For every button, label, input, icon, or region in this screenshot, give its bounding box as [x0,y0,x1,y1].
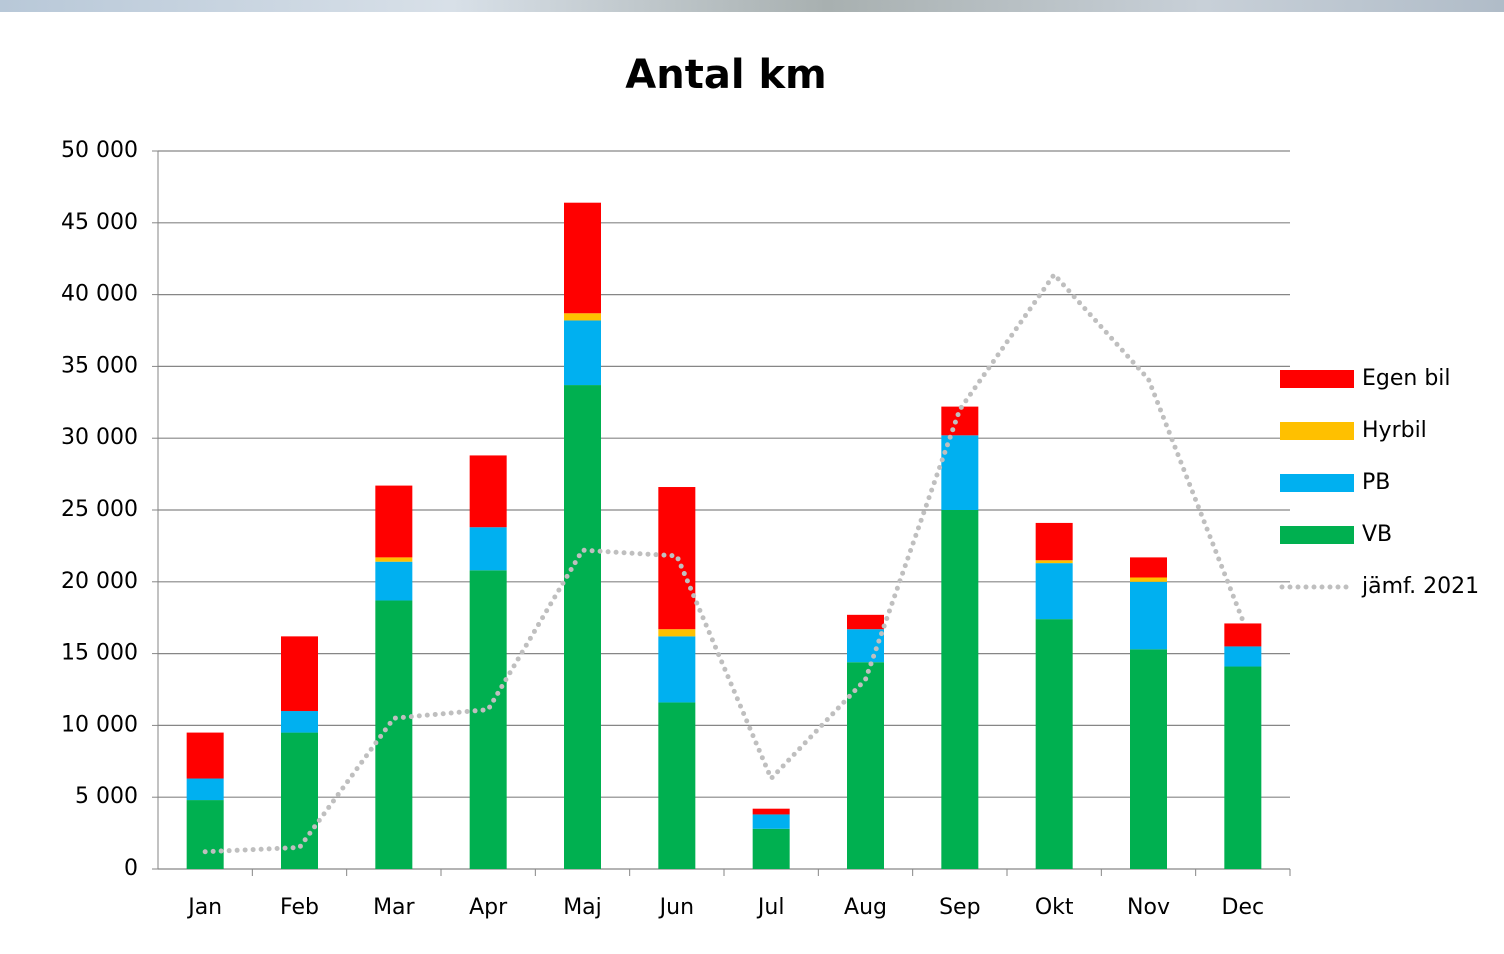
x-tick-label: Okt [1035,895,1074,920]
chart-title: Antal km [625,52,826,98]
y-tick-label: 10 000 [61,712,138,737]
bar-segment [564,313,601,320]
bar-segment [1036,619,1073,869]
y-tick-label: 50 000 [61,138,138,163]
x-tick-label: Dec [1222,895,1265,920]
legend-label: Hyrbil [1362,418,1427,443]
legend-label: PB [1362,470,1390,495]
bar-segment [847,615,884,629]
legend-swatch [1280,370,1354,388]
bar-segment [1224,623,1261,646]
bar-segment [564,203,601,314]
bar-segment [281,711,318,733]
y-tick-label: 5 000 [75,784,138,809]
bar-segment [375,562,412,601]
bar-segment [753,814,790,828]
bar-segment [1036,560,1073,563]
x-tick-label: Jun [658,895,694,920]
bar-segment [847,662,884,869]
bar-segment [658,636,695,702]
bar-segment [753,829,790,869]
bar-segment [658,629,695,636]
bar-segment [470,570,507,869]
x-tick-label: Mar [373,895,415,920]
x-tick-label: Maj [563,895,602,920]
bar-segment [1130,582,1167,649]
bar-segment [187,800,224,869]
y-tick-label: 0 [124,856,138,881]
x-tick-label: Aug [844,895,887,920]
y-tick-label: 35 000 [61,353,138,378]
bar-segment [375,557,412,561]
y-tick-label: 20 000 [61,569,138,594]
page: {"chart_data": {"type": "stacked-bar", "… [0,0,1504,950]
x-tick-label: Nov [1127,895,1170,920]
bar-segment [1130,649,1167,869]
legend-swatch [1280,422,1354,440]
bar-segment [1224,667,1261,869]
y-tick-label: 30 000 [61,425,138,450]
legend-label: jämf. 2021 [1361,574,1479,599]
bar-segment [941,510,978,869]
y-tick-label: 45 000 [61,210,138,235]
bar-segment [1036,523,1073,560]
bar-segment [753,809,790,815]
bar-segment [187,779,224,801]
bar-segment [375,486,412,558]
bar-segment [470,527,507,570]
y-tick-label: 25 000 [61,497,138,522]
bar-segment [1130,557,1167,577]
legend-swatch [1280,526,1354,544]
bar-segment [658,702,695,869]
legend-label: Egen bil [1362,366,1451,391]
bar-segment [1224,646,1261,666]
chart: Antal km 0 5 000 10 000 15 000 20 000 25 000 3… [0,0,1504,950]
bar-segment [187,733,224,779]
bar-segment [564,320,601,385]
bar-segment [470,455,507,527]
x-tick-label: Feb [280,895,319,920]
line-series [205,274,1243,851]
y-tick-label: 40 000 [61,282,138,307]
bar-segment [564,385,601,869]
x-tick-label: Apr [469,895,508,920]
legend-label: VB [1362,522,1392,547]
bar-segment [941,407,978,436]
bar-segment [1036,563,1073,619]
legend-swatch [1280,474,1354,492]
x-tick-label: Sep [939,895,980,920]
x-tick-label: Jan [186,895,222,920]
x-tick-label: Jul [756,895,785,920]
bar-segment [847,629,884,662]
bar-segment [1130,577,1167,581]
y-tick-label: 15 000 [61,641,138,666]
header-strip [0,0,1504,12]
bar-segment [281,636,318,711]
